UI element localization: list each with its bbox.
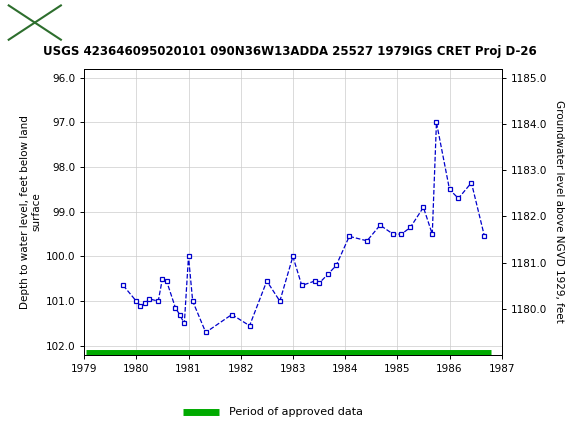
Text: USGS: USGS: [70, 14, 125, 31]
Text: USGS 423646095020101 090N36W13ADDA 25527 1979IGS CRET Proj D-26: USGS 423646095020101 090N36W13ADDA 25527…: [43, 45, 537, 58]
Y-axis label: Groundwater level above NGVD 1929, feet: Groundwater level above NGVD 1929, feet: [554, 100, 564, 323]
Text: Period of approved data: Period of approved data: [229, 407, 362, 417]
Y-axis label: Depth to water level, feet below land
surface: Depth to water level, feet below land su…: [20, 115, 41, 309]
FancyBboxPatch shape: [9, 6, 61, 40]
